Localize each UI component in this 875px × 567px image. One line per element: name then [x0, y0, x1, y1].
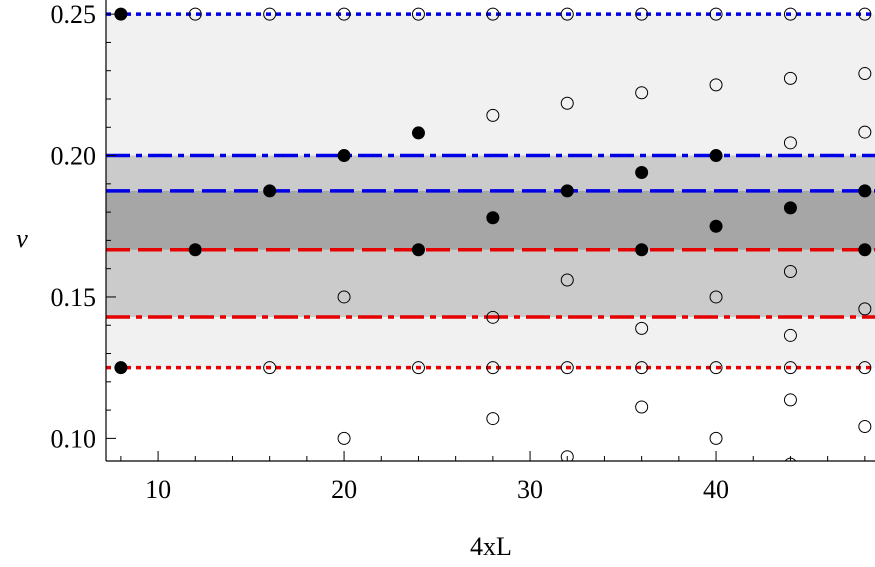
- y-tick-label: 0.20: [51, 142, 97, 171]
- point-open: [635, 86, 649, 100]
- y-tick-label: 0.15: [51, 283, 97, 312]
- point-open: [858, 125, 872, 139]
- point-filled: [337, 149, 351, 163]
- point-open: [709, 290, 723, 304]
- point-open: [263, 361, 277, 375]
- point-open: [486, 310, 500, 324]
- data-points: [114, 7, 872, 461]
- point-open: [411, 361, 425, 375]
- point-open: [560, 7, 574, 21]
- y-tick-label: 0.25: [51, 0, 97, 29]
- point-filled: [411, 126, 425, 140]
- point-filled: [858, 243, 872, 257]
- point-filled: [486, 211, 500, 225]
- point-open: [635, 361, 649, 375]
- point-open: [337, 431, 351, 445]
- point-open: [635, 321, 649, 335]
- point-open: [858, 67, 872, 81]
- point-open: [635, 7, 649, 21]
- y-tick-label: 0.10: [51, 424, 97, 453]
- point-open: [635, 400, 649, 414]
- point-filled: [114, 7, 128, 21]
- x-tick-label: 20: [331, 475, 357, 504]
- point-open: [858, 302, 872, 316]
- point-filled: [263, 184, 277, 198]
- point-open: [560, 273, 574, 287]
- point-open: [709, 431, 723, 445]
- point-open: [560, 96, 574, 110]
- point-filled: [560, 184, 574, 198]
- point-open: [709, 361, 723, 375]
- point-open: [486, 7, 500, 21]
- x-tick-label: 40: [703, 475, 729, 504]
- point-filled: [114, 361, 128, 375]
- point-open: [858, 361, 872, 375]
- x-tick-label: 30: [517, 475, 543, 504]
- point-open: [709, 7, 723, 21]
- point-open: [858, 7, 872, 21]
- point-filled: [709, 219, 723, 233]
- point-filled: [188, 243, 202, 257]
- point-open: [560, 450, 574, 461]
- point-open: [783, 136, 797, 150]
- point-open: [783, 265, 797, 279]
- axis-labels: 4xL ν: [16, 224, 512, 561]
- point-open: [188, 7, 202, 21]
- point-filled: [783, 201, 797, 215]
- point-open: [709, 78, 723, 92]
- x-tick-label: 10: [145, 475, 171, 504]
- axes: 10 20 30 40 0.10 0.15 0.20 0.25: [51, 0, 875, 504]
- point-open: [784, 457, 797, 461]
- point-filled: [635, 166, 649, 180]
- point-open: [560, 361, 574, 375]
- point-open: [858, 419, 872, 433]
- point-open: [337, 290, 351, 304]
- y-axis-label: ν: [16, 224, 28, 253]
- reference-lines: [106, 12, 875, 370]
- point-open: [783, 328, 797, 342]
- point-open: [411, 7, 425, 21]
- point-filled: [635, 243, 649, 257]
- point-open: [263, 7, 277, 21]
- point-open: [783, 71, 797, 85]
- point-open: [486, 361, 500, 375]
- point-filled: [709, 149, 723, 163]
- x-axis-label: 4xL: [470, 532, 512, 561]
- point-open: [783, 7, 797, 21]
- point-open: [486, 108, 500, 122]
- point-open: [337, 7, 351, 21]
- point-open: [783, 361, 797, 375]
- point-open: [783, 393, 797, 407]
- point-open: [486, 412, 500, 426]
- point-filled: [858, 184, 872, 198]
- point-filled: [411, 243, 425, 257]
